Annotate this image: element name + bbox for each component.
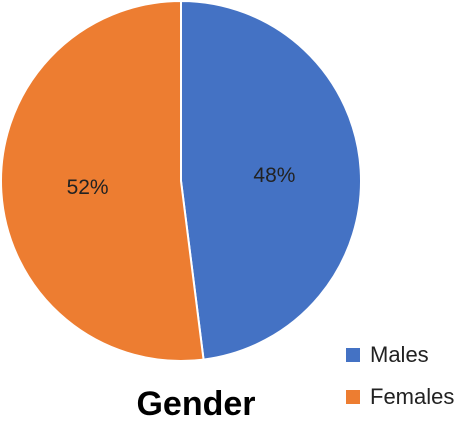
data-label-males: 48% [253, 164, 295, 187]
legend-swatch-males [346, 348, 360, 362]
pie-slice-females [0, 0, 205, 362]
legend: Males Females [346, 342, 454, 409]
legend-swatch-females [346, 390, 360, 404]
legend-label-females: Females [370, 384, 454, 409]
legend-label-males: Males [370, 342, 429, 367]
pie-slices [0, 0, 362, 362]
data-label-females: 52% [67, 176, 109, 199]
pie-slice-males [180, 0, 362, 361]
chart-title: Gender [136, 385, 255, 419]
pie-data-labels: 48% 52% [67, 164, 296, 199]
